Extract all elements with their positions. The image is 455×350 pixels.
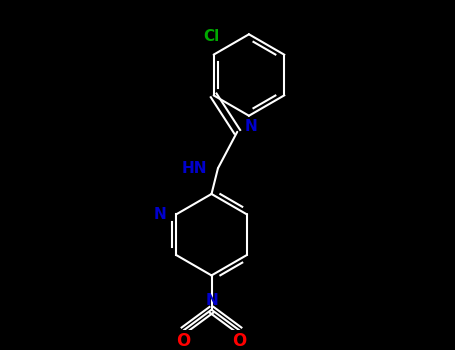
- Text: N: N: [245, 119, 258, 134]
- Text: O: O: [177, 332, 191, 350]
- Text: Cl: Cl: [203, 29, 220, 44]
- Text: O: O: [232, 332, 247, 350]
- Text: N: N: [154, 207, 167, 222]
- Text: N: N: [205, 293, 218, 308]
- Text: HN: HN: [182, 161, 207, 176]
